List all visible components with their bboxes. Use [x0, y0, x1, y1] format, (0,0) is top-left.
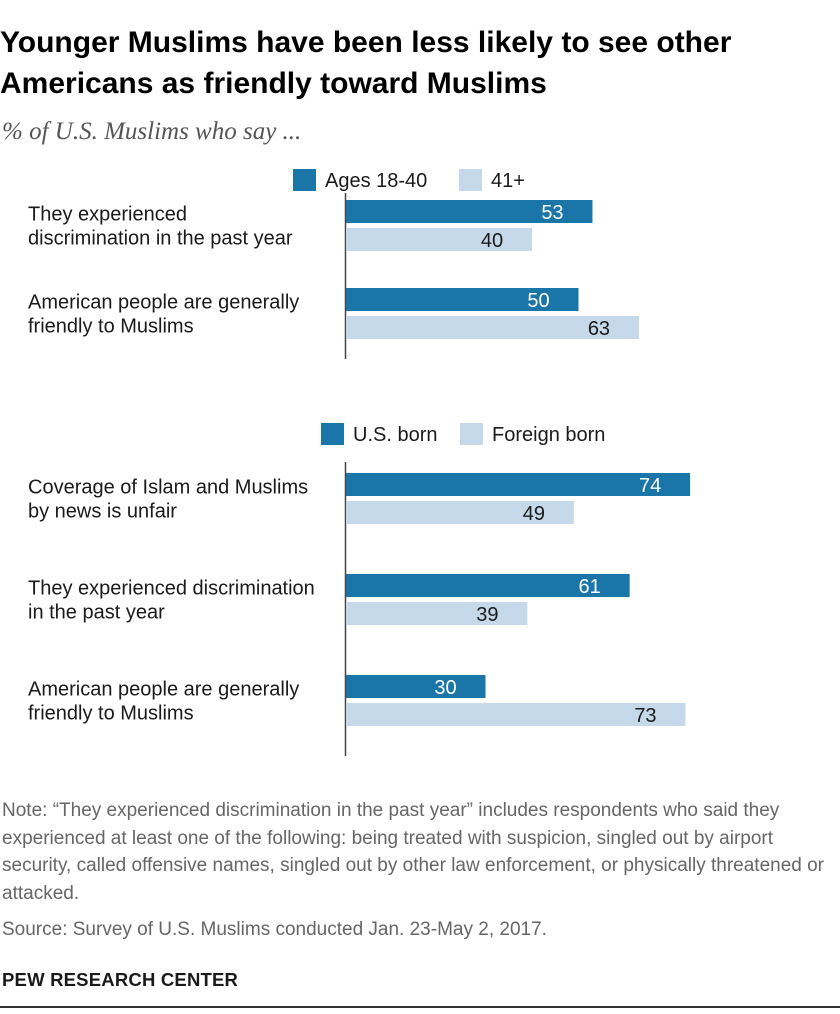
bar	[346, 473, 691, 496]
bar	[346, 228, 532, 251]
value-label: 73	[634, 705, 656, 727]
brand-logo-text: PEW RESEARCH CENTER	[2, 969, 239, 990]
legend-label: U.S. born	[353, 424, 437, 446]
bar	[346, 200, 593, 223]
category-label: American people are generally friendly to…	[28, 679, 299, 725]
bar	[346, 703, 686, 726]
legend-swatch	[459, 169, 482, 191]
category-label: They experienced discrimination in the pa…	[28, 578, 315, 624]
source-line: Source: Survey of U.S. Muslims conducted…	[2, 919, 547, 940]
chart-subtitle: % of U.S. Muslims who say ...	[2, 118, 302, 145]
bar	[346, 288, 579, 311]
value-label: 74	[639, 475, 661, 497]
bar	[346, 675, 486, 698]
bar	[346, 602, 528, 625]
value-label: 50	[527, 290, 549, 312]
bar	[346, 501, 574, 524]
category-label: American people are generally friendly to…	[28, 292, 299, 338]
footnote: Note: “They experienced discrimination i…	[2, 800, 825, 904]
value-label: 40	[481, 230, 503, 252]
value-label: 63	[588, 318, 610, 340]
value-label: 39	[476, 604, 498, 626]
chart-title: Younger Muslims have been less likely to…	[0, 26, 732, 100]
legend-label: 41+	[491, 170, 525, 192]
legend-swatch	[321, 423, 344, 445]
legend-swatch	[293, 169, 316, 191]
bar-chart: Ages 18-40 41+ They experienced discriminat…	[28, 169, 691, 756]
category-label: They experienced discrimination in the pa…	[28, 204, 293, 250]
value-label: 30	[434, 677, 456, 699]
value-label: 61	[579, 576, 601, 598]
legend-label: Ages 18-40	[325, 170, 427, 192]
value-label: 49	[523, 503, 545, 525]
category-label: Coverage of Islam and Muslims by news is …	[28, 477, 308, 523]
bar	[346, 574, 630, 597]
legend-label: Foreign born	[492, 424, 605, 446]
value-label: 53	[541, 202, 563, 224]
legend-swatch	[460, 423, 483, 445]
bar	[346, 316, 639, 339]
bottom-divider	[0, 1006, 840, 1008]
